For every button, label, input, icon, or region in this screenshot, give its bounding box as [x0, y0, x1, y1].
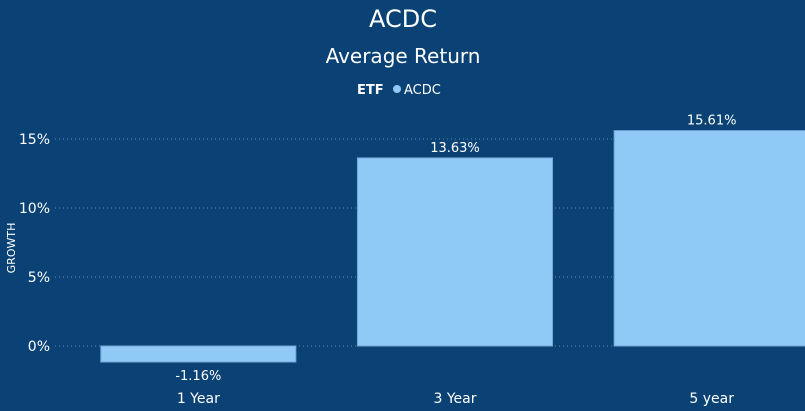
- data-labels: -1.16% 13.63% 15.61%: [175, 114, 736, 384]
- legend: ETF ACDC: [357, 83, 441, 98]
- bars: [100, 130, 805, 363]
- y-axis-title: GROWTH: [5, 223, 18, 274]
- x-tick-label: 5 year: [689, 391, 734, 407]
- legend-swatch: [393, 85, 401, 93]
- y-tick-label: 10%: [19, 201, 50, 217]
- x-axis-ticks: 1 Year 3 Year 5 year: [177, 391, 734, 407]
- bar[interactable]: [100, 345, 297, 363]
- data-label: -1.16%: [175, 369, 221, 384]
- y-tick-label: 5%: [28, 270, 50, 286]
- chart-title: ACDC: [369, 5, 437, 33]
- bar[interactable]: [356, 157, 554, 347]
- bar[interactable]: [613, 130, 805, 347]
- x-tick-label: 3 Year: [434, 391, 477, 407]
- chart-subtitle: Average Return: [326, 44, 481, 68]
- legend-series-name: ACDC: [404, 83, 441, 98]
- data-label: 13.63%: [430, 141, 480, 156]
- x-tick-label: 1 Year: [177, 391, 220, 407]
- data-label: 15.61%: [687, 114, 737, 129]
- y-tick-label: 15%: [19, 132, 50, 148]
- legend-title: ETF: [357, 83, 384, 98]
- y-axis-ticks: 0% 5% 10% 15%: [19, 132, 50, 355]
- y-tick-label: 0%: [28, 339, 50, 355]
